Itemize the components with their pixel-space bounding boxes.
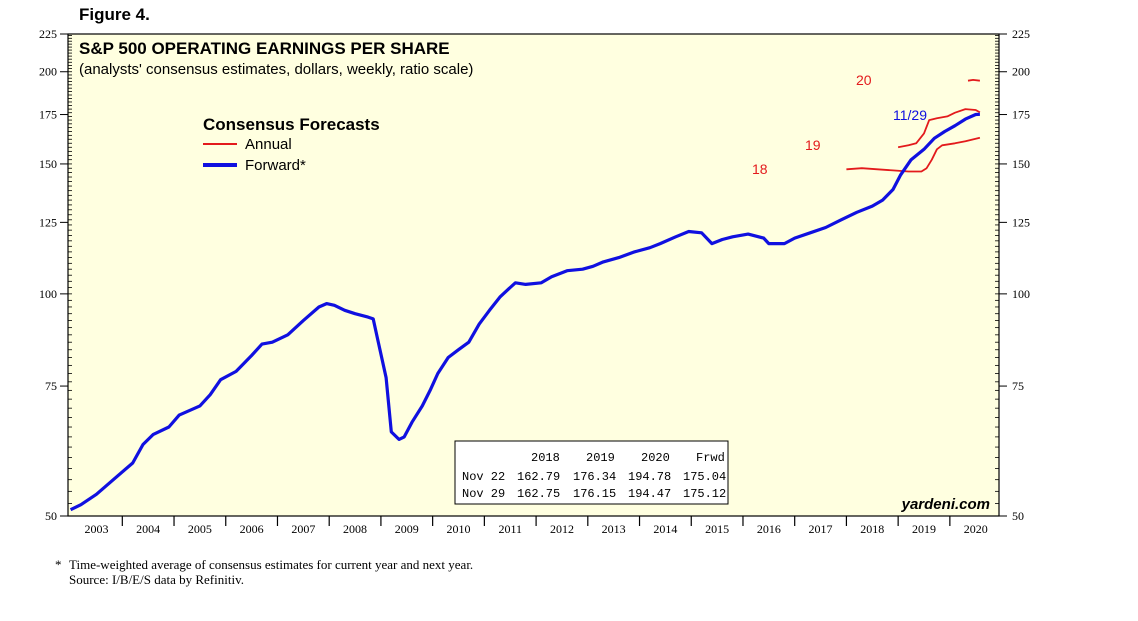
x-tick-label: 2003 [84, 522, 108, 536]
legend-forward-label: Forward* [245, 157, 306, 174]
y-tick-label-right: 125 [1012, 215, 1030, 229]
legend-title: Consensus Forecasts [203, 115, 380, 134]
table-cell: 175.12 [683, 487, 726, 501]
y-tick-label-right: 200 [1012, 65, 1030, 79]
y-tick-label-left: 150 [39, 157, 57, 171]
y-tick-label-left: 75 [45, 379, 57, 393]
value-table-box [454, 440, 729, 505]
table-cell: 194.47 [628, 487, 671, 501]
series-layer [69, 79, 981, 512]
brand-watermark: yardeni.com [901, 496, 990, 513]
x-tick-label: 2017 [809, 522, 833, 536]
annotation-20: 20 [856, 72, 872, 88]
footnote: * Time-weighted average of consensus esti… [55, 557, 473, 587]
legend: Consensus Forecasts Annual Forward* [203, 115, 380, 174]
x-tick-label: 2019 [912, 522, 936, 536]
annual-series-line-18 [846, 136, 981, 173]
y-tick-label-right: 225 [1012, 27, 1030, 41]
x-tick-label: 2013 [602, 522, 626, 536]
x-tick-label: 2012 [550, 522, 574, 536]
x-tick-label: 2011 [498, 522, 522, 536]
legend-annual-label: Annual [245, 136, 292, 153]
y-tick-label-left: 125 [39, 215, 57, 229]
chart-title: S&P 500 OPERATING EARNINGS PER SHARE [79, 39, 450, 58]
value-table: 2018 2019 2020 Frwd Nov 22 162.79 176.34… [454, 440, 729, 505]
x-tick-label: 2007 [291, 522, 315, 536]
table-row-date: Nov 22 [462, 470, 505, 484]
x-tick-label: 2008 [343, 522, 367, 536]
annual-series-line-20 [967, 79, 981, 82]
table-cell: 194.78 [628, 470, 671, 484]
y-tick-label-right: 175 [1012, 108, 1030, 122]
table-cell: 176.34 [573, 470, 616, 484]
y-tick-label-right: 100 [1012, 287, 1030, 301]
y-tick-label-right: 150 [1012, 157, 1030, 171]
x-tick-label: 2014 [653, 522, 677, 536]
annotation-11-29: 11/29 [893, 107, 927, 123]
forward-series-line [69, 112, 980, 512]
y-tick-label-left: 100 [39, 287, 57, 301]
x-tick-label: 2009 [395, 522, 419, 536]
y-tick-label-left: 50 [45, 509, 57, 523]
table-header-2019: 2019 [586, 451, 615, 465]
y-tick-label-left: 200 [39, 65, 57, 79]
x-tick-label: 2006 [240, 522, 264, 536]
annotation-19: 19 [805, 137, 821, 153]
table-row-date: Nov 29 [462, 487, 505, 501]
footnote-text: Time-weighted average of consensus estim… [69, 557, 474, 572]
table-header-2020: 2020 [641, 451, 670, 465]
x-tick-label: 2010 [447, 522, 471, 536]
y-tick-label-right: 50 [1012, 509, 1024, 523]
figure-label: Figure 4. [79, 5, 150, 24]
annotation-18: 18 [752, 161, 768, 177]
table-cell: 176.15 [573, 487, 616, 501]
annual-series-line-19 [897, 108, 981, 149]
table-cell: 162.75 [517, 487, 560, 501]
x-tick-label: 2004 [136, 522, 160, 536]
table-header-2018: 2018 [531, 451, 560, 465]
axis-layer: 50 50 75 75 100 100 125 125 150 150 175 175 200 200 22… [39, 27, 1030, 536]
table-cell: 175.04 [683, 470, 726, 484]
footnote-star: * [55, 557, 62, 572]
footnote-source: Source: I/B/E/S data by Refinitiv. [69, 572, 244, 587]
table-cell: 162.79 [517, 470, 560, 484]
chart-subtitle: (analysts' consensus estimates, dollars,… [79, 61, 473, 78]
table-header-frwd: Frwd [696, 451, 725, 465]
x-tick-label: 2020 [964, 522, 988, 536]
y-tick-label-right: 75 [1012, 379, 1024, 393]
x-tick-label: 2016 [757, 522, 781, 536]
x-tick-label: 2015 [705, 522, 729, 536]
y-tick-label-left: 225 [39, 27, 57, 41]
x-tick-label: 2005 [188, 522, 212, 536]
y-tick-label-left: 175 [39, 108, 57, 122]
x-tick-label: 2018 [860, 522, 884, 536]
